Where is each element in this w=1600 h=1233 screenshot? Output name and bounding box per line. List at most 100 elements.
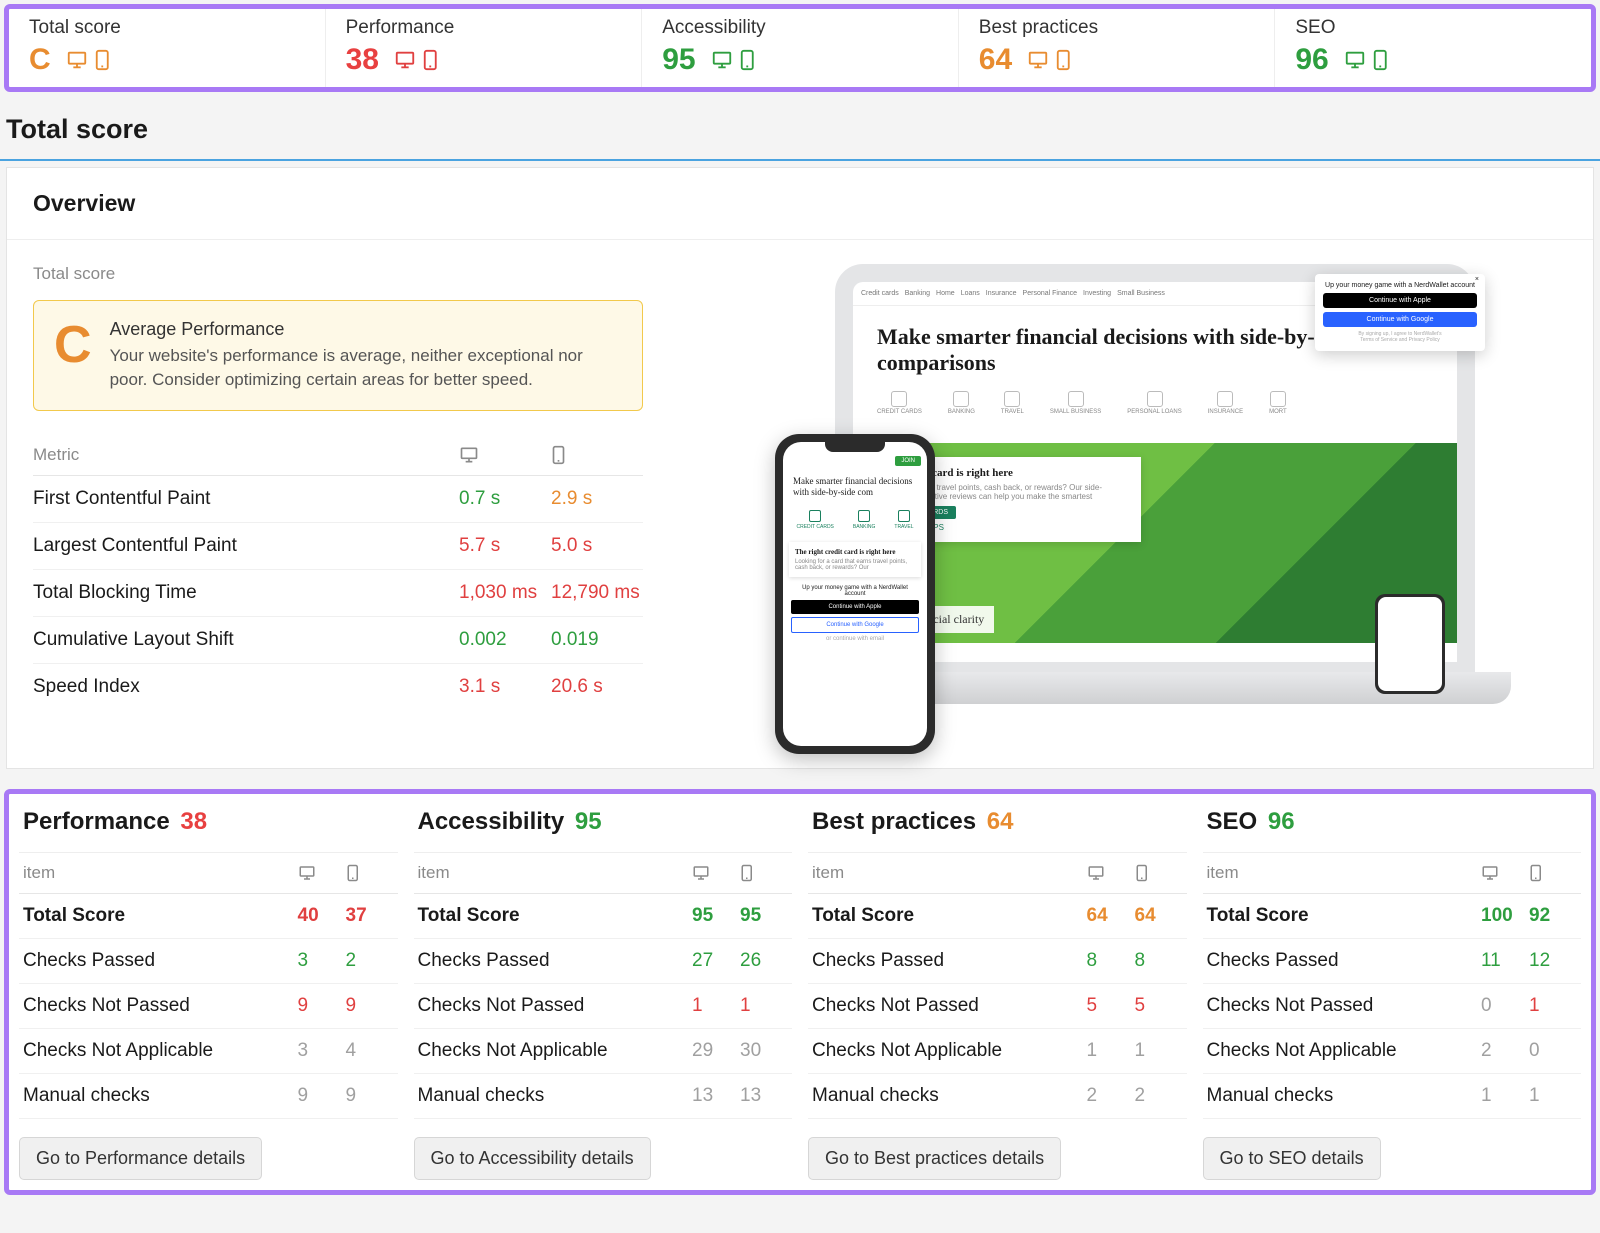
overview-card: Overview Total score C Average Performan… — [6, 167, 1594, 769]
mobile-icon — [740, 864, 788, 882]
mobile-icon — [346, 864, 394, 882]
metric-name: Total Blocking Time — [33, 582, 459, 604]
summary-table-header: item — [414, 853, 793, 894]
desktop-icon — [711, 49, 733, 71]
summary-desktop-value: 27 — [692, 950, 740, 972]
summary-row: Checks Not Applicable 3 4 — [19, 1029, 398, 1074]
mobile-icon — [1135, 864, 1183, 882]
metric-desktop-value: 0.002 — [459, 629, 551, 651]
metric-desktop-value: 0.7 s — [459, 488, 551, 510]
summary-card: Accessibility 95 item Total Score 95 95 … — [414, 804, 793, 1180]
summary-row: Manual checks 13 13 — [414, 1074, 793, 1119]
mobile-icon — [739, 49, 756, 71]
summary-score: 96 — [1268, 808, 1295, 835]
summary-table-header: item — [808, 853, 1187, 894]
summary-mobile-value: 8 — [1135, 950, 1183, 972]
metric-desktop-value: 3.1 s — [459, 676, 551, 698]
top-score-label: Performance — [346, 17, 622, 39]
desktop-icon — [1344, 49, 1366, 71]
summary-details-button[interactable]: Go to Accessibility details — [414, 1137, 651, 1180]
summary-row: Checks Not Passed 0 1 — [1203, 984, 1582, 1029]
summary-score: 38 — [180, 808, 207, 835]
top-score-cell[interactable]: Performance 38 — [326, 9, 643, 87]
summary-row-label: Total Score — [418, 905, 693, 927]
summary-row-label: Checks Not Passed — [1207, 995, 1482, 1017]
metric-table-body: First Contentful Paint 0.7 s 2.9 s Large… — [33, 476, 643, 710]
summary-row: Checks Not Passed 1 1 — [414, 984, 793, 1029]
top-score-band: Total score C Performance 38 Accessibili… — [4, 4, 1596, 92]
grade-description: Your website's performance is average, n… — [110, 344, 622, 392]
summary-row: Total Score 100 92 — [1203, 894, 1582, 939]
summary-desktop-value: 5 — [1087, 995, 1135, 1017]
mock-popup: ×Up your money game with a NerdWallet ac… — [1315, 282, 1457, 351]
grade-title: Average Performance — [110, 319, 622, 340]
metric-name: Speed Index — [33, 676, 459, 698]
summary-desktop-value: 2 — [1481, 1040, 1529, 1062]
summary-row-label: Checks Not Applicable — [418, 1040, 693, 1062]
summary-desktop-value: 11 — [1481, 950, 1529, 972]
summary-mobile-value: 95 — [740, 905, 788, 927]
mobile-icon — [1372, 49, 1389, 71]
summary-row: Manual checks 9 9 — [19, 1074, 398, 1119]
summary-row: Checks Not Applicable 29 30 — [414, 1029, 793, 1074]
top-score-cell[interactable]: Accessibility 95 — [642, 9, 959, 87]
desktop-icon — [1087, 864, 1135, 882]
summary-row-label: Total Score — [812, 905, 1087, 927]
summary-row: Checks Not Applicable 1 1 — [808, 1029, 1187, 1074]
summary-row-label: Checks Passed — [23, 950, 298, 972]
summary-desktop-value: 3 — [298, 950, 346, 972]
summary-mobile-value: 92 — [1529, 905, 1577, 927]
metric-row: Total Blocking Time 1,030 ms 12,790 ms — [33, 570, 643, 617]
top-score-cell[interactable]: Best practices 64 — [959, 9, 1276, 87]
top-score-cell[interactable]: SEO 96 — [1275, 9, 1591, 87]
top-score-cell[interactable]: Total score C — [9, 9, 326, 87]
top-score-value: 96 — [1295, 43, 1328, 77]
summary-mobile-value: 1 — [1529, 1085, 1577, 1107]
top-score-value: 38 — [346, 43, 379, 77]
mini-phone-mock — [1375, 594, 1445, 694]
summary-row: Total Score 64 64 — [808, 894, 1187, 939]
metric-mobile-value: 5.0 s — [551, 535, 643, 557]
summary-title: Accessibility 95 — [414, 804, 793, 852]
metric-row: Cumulative Layout Shift 0.002 0.019 — [33, 617, 643, 664]
grade-letter: C — [54, 319, 92, 392]
summary-row: Checks Passed 8 8 — [808, 939, 1187, 984]
mobile-icon — [1055, 49, 1072, 71]
summary-mobile-value: 5 — [1135, 995, 1183, 1017]
desktop-icon — [1027, 49, 1049, 71]
mobile-icon — [94, 49, 111, 71]
summary-desktop-value: 100 — [1481, 905, 1529, 927]
summary-row-label: Manual checks — [812, 1085, 1087, 1107]
summary-row: Total Score 95 95 — [414, 894, 793, 939]
summary-row-label: Checks Passed — [418, 950, 693, 972]
metric-desktop-value: 5.7 s — [459, 535, 551, 557]
summary-row: Manual checks 2 2 — [808, 1074, 1187, 1119]
summary-details-button[interactable]: Go to Performance details — [19, 1137, 262, 1180]
metric-mobile-value: 2.9 s — [551, 488, 643, 510]
metric-row: Speed Index 3.1 s 20.6 s — [33, 664, 643, 710]
summary-score: 64 — [987, 808, 1014, 835]
metric-mobile-value: 0.019 — [551, 629, 643, 651]
summary-row-label: Checks Passed — [1207, 950, 1482, 972]
summary-details-button[interactable]: Go to SEO details — [1203, 1137, 1381, 1180]
summary-desktop-value: 29 — [692, 1040, 740, 1062]
top-score-value: 95 — [662, 43, 695, 77]
summary-mobile-value: 37 — [346, 905, 394, 927]
summary-mobile-value: 1 — [740, 995, 788, 1017]
metric-name: First Contentful Paint — [33, 488, 459, 510]
total-score-sublabel: Total score — [33, 264, 643, 284]
summary-card: Best practices 64 item Total Score 64 64… — [808, 804, 1187, 1180]
summary-desktop-value: 0 — [1481, 995, 1529, 1017]
metric-table-header: Metric — [33, 437, 643, 476]
mobile-icon — [551, 445, 643, 465]
summary-row: Checks Passed 11 12 — [1203, 939, 1582, 984]
top-score-label: Best practices — [979, 17, 1255, 39]
summary-desktop-value: 95 — [692, 905, 740, 927]
overview-header: Overview — [7, 168, 1593, 240]
summary-row-label: Checks Not Passed — [23, 995, 298, 1017]
summary-details-button[interactable]: Go to Best practices details — [808, 1137, 1061, 1180]
summary-row-label: Checks Not Passed — [418, 995, 693, 1017]
summary-desktop-value: 1 — [692, 995, 740, 1017]
summary-desktop-value: 40 — [298, 905, 346, 927]
metric-mobile-value: 12,790 ms — [551, 582, 643, 604]
